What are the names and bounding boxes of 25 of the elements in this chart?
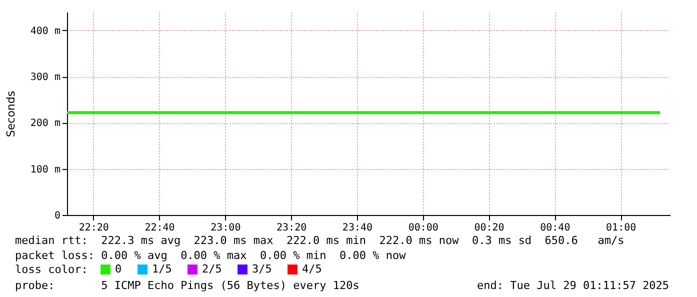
x-tick-label: 23:00 [210, 222, 241, 234]
legend-title: loss color: [15, 263, 88, 276]
x-tick-label: 00:20 [474, 222, 504, 234]
x-tick-label: 23:20 [276, 222, 307, 234]
text: median rtt: 222.3 ms avg 223.0 ms max 222.0 ms min 222.0 ms now 0.3 ms sd 650.6 am/s [15, 234, 624, 247]
legend-label: 3/5 [252, 262, 272, 276]
x-tick-label: 22:20 [78, 222, 109, 234]
y-tick-label: 400 m [30, 26, 60, 37]
legend-label: 2/5 [202, 262, 222, 276]
legend-label: 1/5 [152, 262, 172, 276]
x-tick-label: 00:40 [540, 222, 570, 234]
legend-label: 0 [115, 262, 122, 276]
y-tick-label: 0 [54, 210, 60, 222]
y-axis-title: Seconds [4, 90, 18, 138]
y-tick-label: 200 m [30, 118, 60, 130]
x-tick-label: 23:40 [342, 222, 373, 234]
x-tick-label: 22:40 [144, 222, 175, 234]
text: packet loss: 0.00 % avg 0.00 % max 0.00 % min 0.00 % now [15, 249, 406, 262]
x-tick-label: 00:00 [408, 222, 438, 234]
text: end: Tue Jul 29 01:11:57 2025 [477, 279, 670, 292]
y-tick-label: 100 m [30, 164, 60, 176]
y-tick-label: 300 m [30, 72, 60, 84]
text: probe: 5 ICMP Echo Pings (56 Bytes) every 120s [15, 279, 360, 292]
x-tick-label: 01:00 [606, 222, 636, 234]
legend-label: 4/5 [302, 262, 322, 276]
